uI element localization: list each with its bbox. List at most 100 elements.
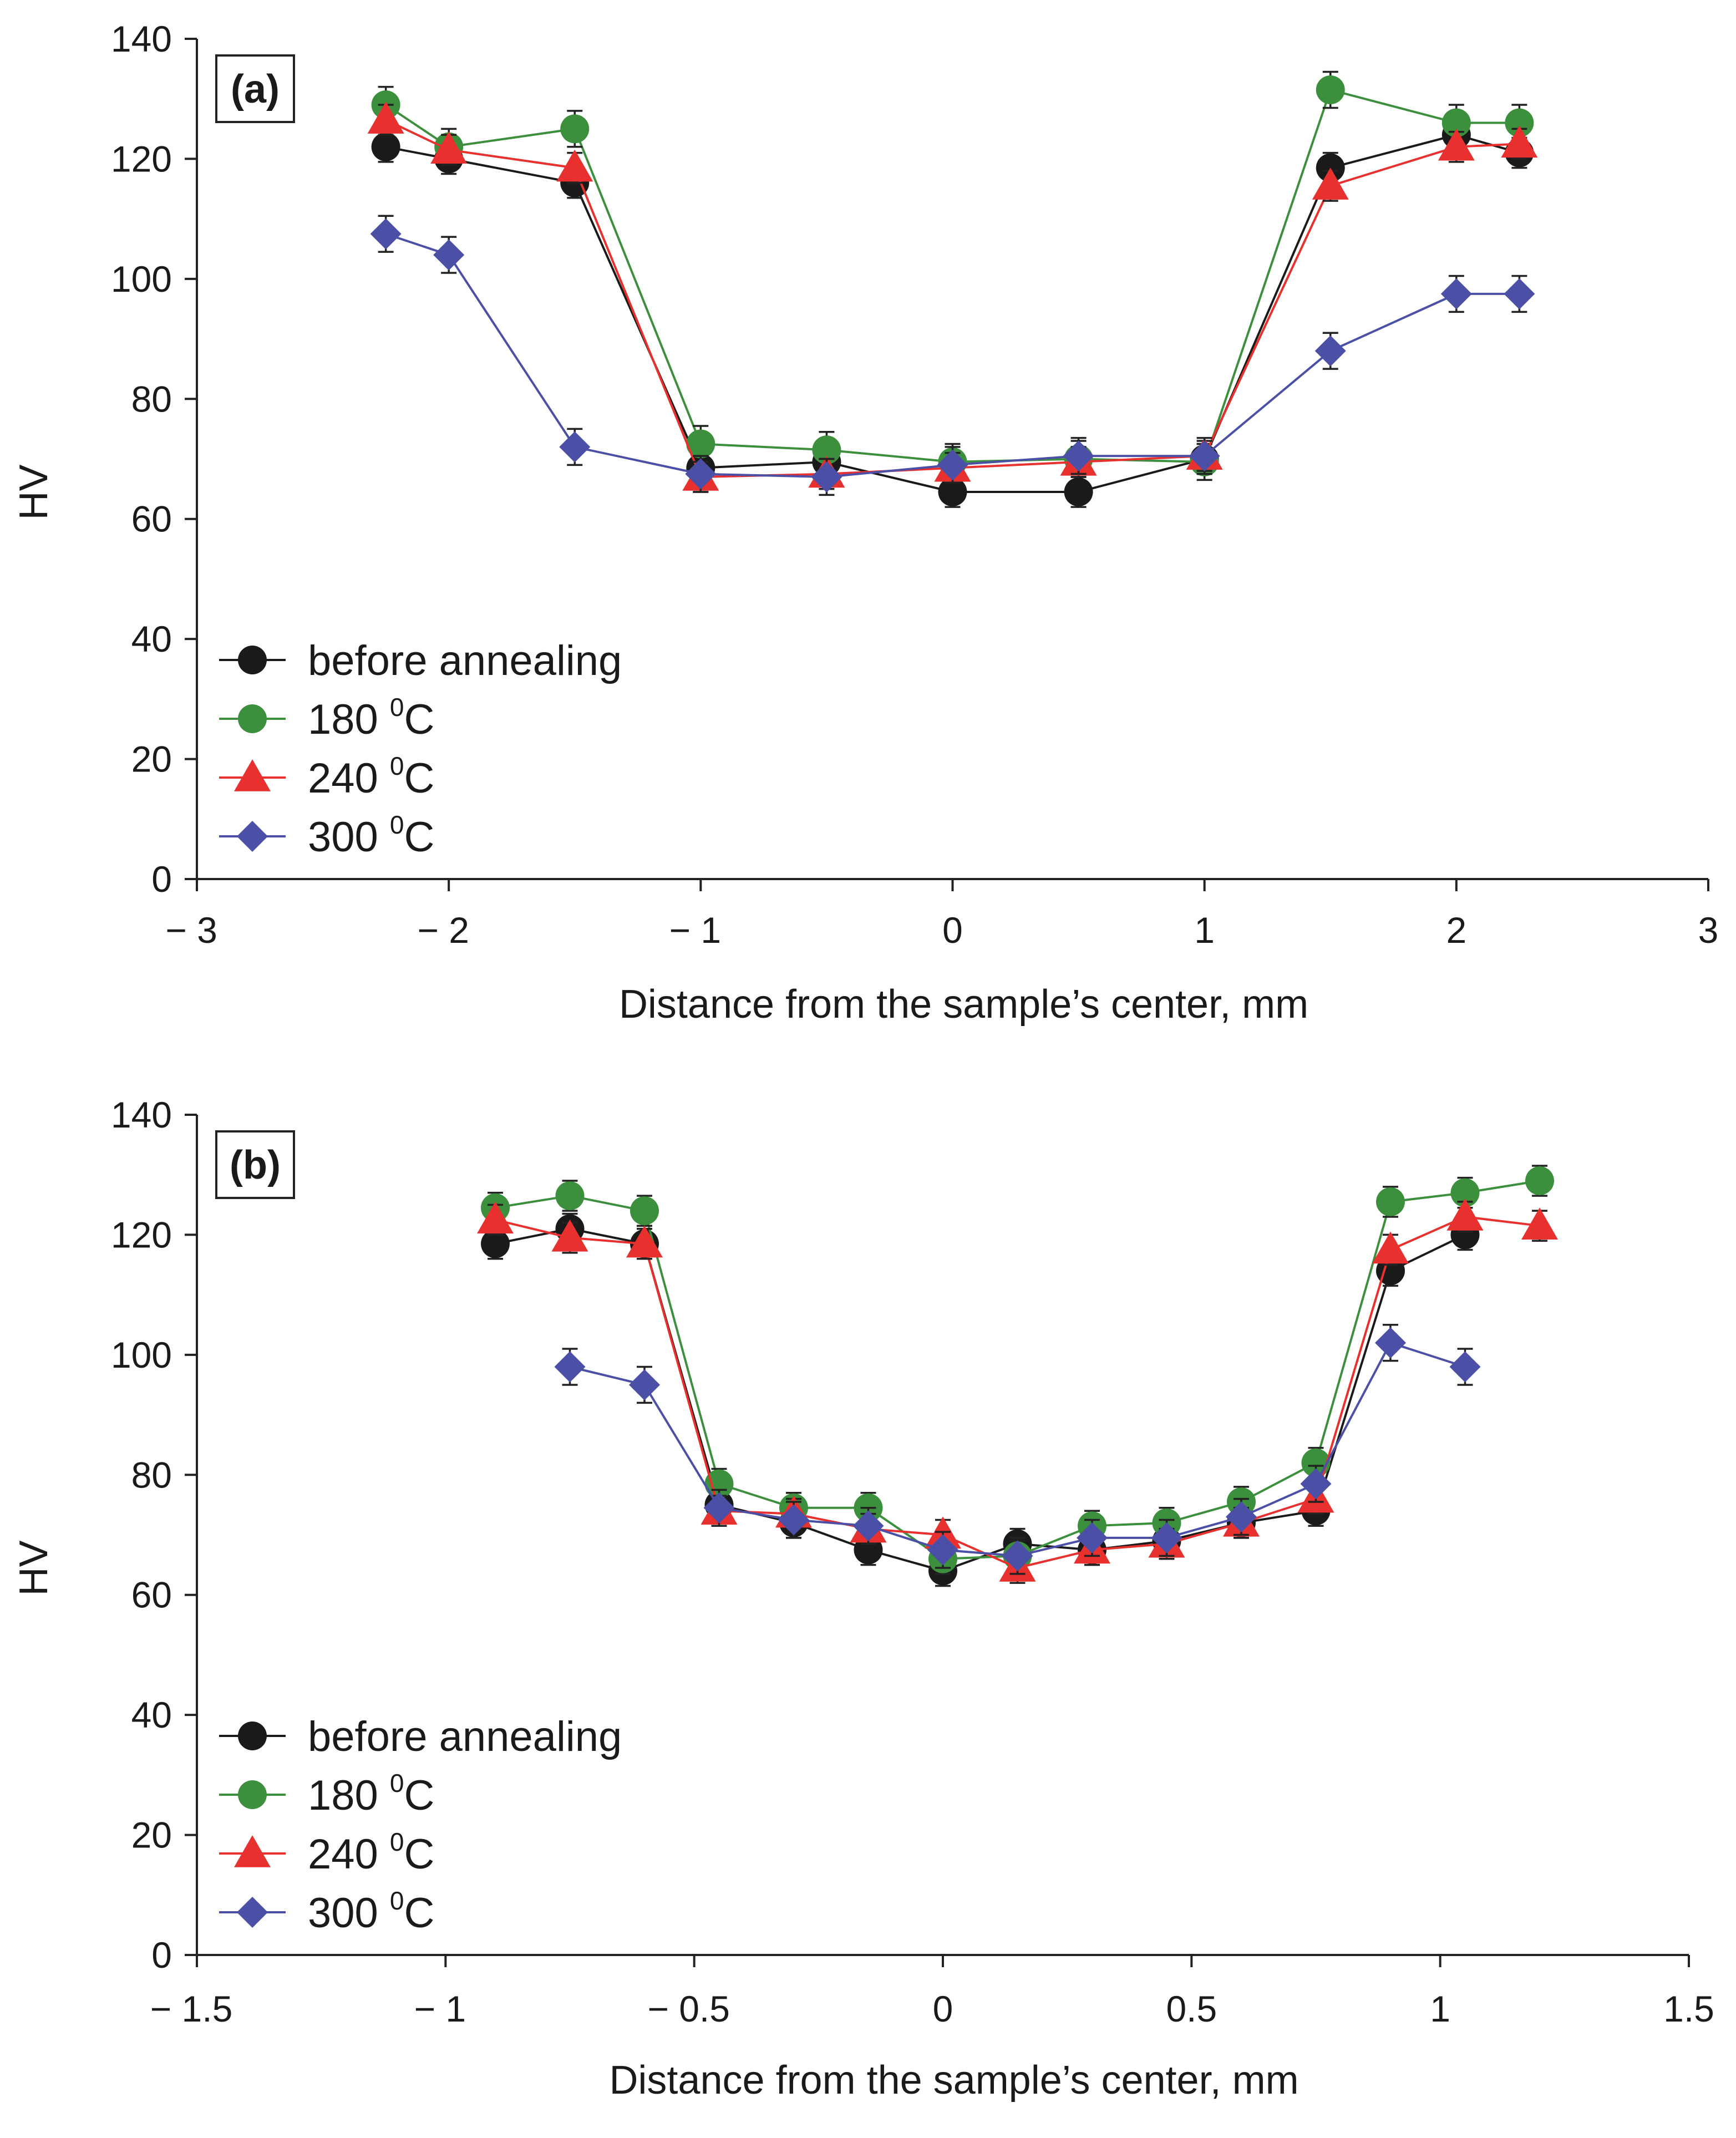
panel-a: 0 20 40 60 80 100 120 140 − 3 − 2 − 1 0 1 2 3 Distance … bbox=[12, 18, 1718, 1027]
legend-marker bbox=[234, 759, 271, 791]
x-tick-label: − 0.5 bbox=[647, 1988, 730, 2029]
legend-label: before annealing bbox=[308, 637, 622, 684]
legend-marker bbox=[237, 1897, 268, 1928]
y-tick-label: 80 bbox=[131, 378, 172, 419]
data-point bbox=[1077, 1522, 1108, 1553]
data-point bbox=[1316, 75, 1345, 104]
y-tick-label: 140 bbox=[111, 18, 172, 59]
legend-marker bbox=[234, 1835, 271, 1867]
data-point bbox=[778, 1504, 809, 1536]
data-point bbox=[1440, 278, 1472, 309]
data-point bbox=[1441, 108, 1471, 138]
data-point bbox=[811, 461, 842, 492]
legend-label: before annealing bbox=[308, 1713, 622, 1760]
data-point bbox=[1525, 1166, 1554, 1196]
legend-entry: 180 0C bbox=[219, 693, 434, 743]
legend-label: 300 0C bbox=[308, 1886, 434, 1937]
x-axis-title: Distance from the sample’s center, mm bbox=[609, 2058, 1298, 2103]
data-point bbox=[1063, 440, 1094, 472]
x-tick-label: 1 bbox=[1194, 910, 1215, 951]
data-point bbox=[1376, 1256, 1405, 1286]
legend-label: 240 0C bbox=[308, 1827, 434, 1878]
data-point bbox=[1438, 128, 1475, 161]
legend: before annealing 180 0C 240 0C 300 0C bbox=[219, 637, 622, 861]
x-tick-label: 2 bbox=[1446, 910, 1466, 951]
data-point bbox=[554, 1351, 586, 1383]
legend: before annealing 180 0C 240 0C 300 0C bbox=[219, 1713, 622, 1937]
legend-label: 180 0C bbox=[308, 693, 434, 743]
panel-label: (b) bbox=[230, 1143, 281, 1187]
series-line bbox=[385, 232, 1520, 479]
series-line bbox=[495, 1180, 1540, 1560]
y-tick-label: 100 bbox=[111, 258, 172, 299]
y-tick-label: 0 bbox=[151, 859, 172, 900]
y-tick-label: 20 bbox=[131, 1815, 172, 1856]
series-line bbox=[385, 88, 1520, 463]
data-point bbox=[927, 1534, 958, 1566]
y-tick-label: 40 bbox=[131, 618, 172, 659]
data-point bbox=[1300, 1468, 1332, 1500]
panel-label-box bbox=[215, 1130, 295, 1199]
legend-entry: 240 0C bbox=[219, 751, 434, 802]
data-point bbox=[430, 131, 468, 164]
data-point bbox=[1504, 278, 1535, 309]
x-tick-label: − 1 bbox=[414, 1988, 466, 2029]
y-tick-label: 120 bbox=[111, 138, 172, 179]
legend-marker bbox=[237, 821, 268, 852]
legend-label: 240 0C bbox=[308, 751, 434, 802]
x-tick-label: 1 bbox=[1430, 1988, 1450, 2029]
data-point bbox=[626, 1225, 663, 1258]
data-point bbox=[1189, 440, 1220, 472]
data-point bbox=[685, 458, 717, 490]
legend-marker bbox=[238, 1780, 267, 1809]
data-point bbox=[1314, 335, 1346, 367]
series-line bbox=[385, 134, 1520, 493]
panel-label-box bbox=[215, 54, 295, 123]
series-2 bbox=[371, 70, 1534, 481]
legend-entry: before annealing bbox=[219, 1713, 622, 1760]
data-point bbox=[1151, 1522, 1182, 1553]
y-tick-label: 80 bbox=[131, 1454, 172, 1495]
data-point bbox=[559, 431, 591, 463]
legend-entry: 300 0C bbox=[219, 810, 434, 861]
y-axis-title: HV bbox=[12, 464, 56, 520]
data-point bbox=[812, 435, 841, 465]
x-tick-label: 3 bbox=[1698, 910, 1719, 951]
data-point bbox=[1449, 1351, 1481, 1383]
data-point bbox=[371, 132, 400, 161]
data-point bbox=[477, 1201, 514, 1234]
x-tick-label: − 3 bbox=[165, 910, 217, 951]
data-point bbox=[1372, 1231, 1409, 1264]
data-point bbox=[1521, 1207, 1558, 1240]
data-point bbox=[555, 1181, 585, 1211]
legend-entry: 300 0C bbox=[219, 1886, 434, 1937]
x-tick-label: − 1 bbox=[669, 910, 722, 951]
x-tick-label: 0 bbox=[933, 1988, 953, 2029]
data-point bbox=[938, 478, 967, 507]
legend-marker bbox=[238, 1721, 267, 1750]
x-tick-label: 1.5 bbox=[1663, 1988, 1714, 2029]
data-point bbox=[551, 1219, 588, 1252]
data-point bbox=[703, 1492, 735, 1523]
y-axis-title: HV bbox=[12, 1540, 56, 1596]
data-point bbox=[433, 239, 465, 271]
data-point bbox=[370, 218, 402, 250]
data-point bbox=[686, 429, 715, 459]
y-tick-label: 100 bbox=[111, 1334, 172, 1375]
y-tick-label: 140 bbox=[111, 1094, 172, 1135]
legend-marker bbox=[238, 646, 267, 674]
series-4 bbox=[370, 215, 1535, 496]
data-point bbox=[556, 149, 593, 182]
x-tick-label: − 1.5 bbox=[150, 1988, 233, 2029]
data-point bbox=[1505, 108, 1534, 138]
x-tick-label: − 2 bbox=[417, 910, 469, 951]
panel-label: (a) bbox=[231, 67, 280, 111]
series-1 bbox=[481, 1212, 1480, 1587]
panel-b: 0 20 40 60 80 100 120 140 − 1.5 − 1 − 0.5 0 0.5 1 1.5 D… bbox=[12, 1094, 1714, 2103]
data-point bbox=[1002, 1540, 1033, 1572]
data-point bbox=[1375, 1327, 1406, 1359]
data-point bbox=[560, 114, 590, 144]
data-point bbox=[1064, 478, 1093, 507]
legend-label: 180 0C bbox=[308, 1769, 434, 1819]
